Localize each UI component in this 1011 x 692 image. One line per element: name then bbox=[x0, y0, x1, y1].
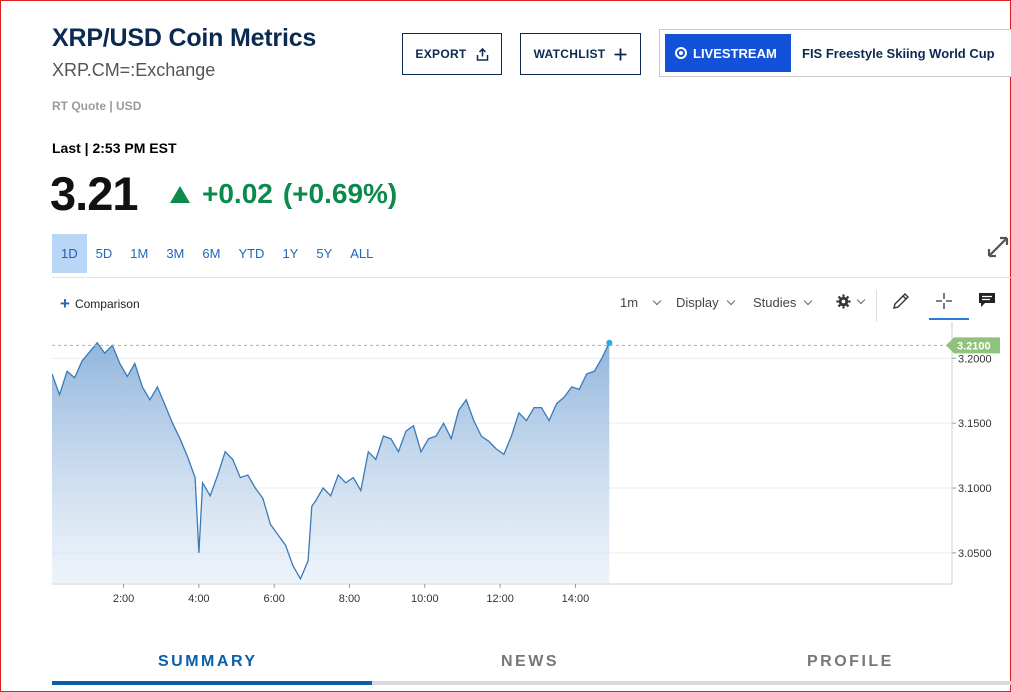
up-arrow-icon bbox=[170, 185, 190, 203]
last-price-tag bbox=[946, 337, 1000, 354]
last-price-tag-label: 3.2100 bbox=[957, 340, 991, 352]
livestream-banner[interactable]: LIVESTREAM FIS Freestyle Skiing World Cu… bbox=[659, 29, 1011, 77]
last-trade-time: Last | 2:53 PM EST bbox=[52, 140, 177, 156]
watchlist-button[interactable]: WATCHLIST bbox=[520, 33, 641, 75]
plus-icon bbox=[614, 48, 627, 60]
chevron-down-icon bbox=[652, 296, 662, 306]
crosshair-icon[interactable] bbox=[935, 292, 953, 310]
studies-label: Studies bbox=[753, 295, 797, 310]
range-5y[interactable]: 5Y bbox=[316, 246, 333, 261]
x-tick-label: 8:00 bbox=[339, 593, 360, 605]
price-area bbox=[52, 342, 610, 584]
rt-quote-label: RT Quote | USD bbox=[52, 99, 142, 113]
chevron-down-icon bbox=[856, 295, 866, 305]
tab-summary[interactable]: SUMMARY bbox=[158, 653, 258, 670]
interval-dropdown[interactable]: 1m bbox=[620, 295, 662, 310]
tab-news[interactable]: NEWS bbox=[501, 653, 559, 670]
display-dropdown[interactable]: Display bbox=[676, 295, 735, 310]
page-title: XRP/USD Coin Metrics bbox=[52, 24, 317, 52]
range-1m[interactable]: 1M bbox=[130, 246, 149, 261]
settings-dropdown[interactable] bbox=[836, 294, 866, 309]
studies-dropdown[interactable]: Studies bbox=[753, 295, 813, 310]
crosshair-active-indicator bbox=[929, 318, 969, 320]
change-percent: (+0.69%) bbox=[282, 178, 398, 209]
chevron-down-icon bbox=[726, 296, 735, 306]
y-tick-label: 3.0500 bbox=[958, 548, 992, 560]
time-range-selector: 1D 5D 1M 3M 6M YTD 1Y 5Y ALL bbox=[52, 234, 382, 273]
price-chart[interactable]: 3.2000 3.1500 3.1000 3.0500 2:00 4:00 6:00 8:00… bbox=[52, 322, 1011, 612]
x-tick-label: 6:00 bbox=[263, 593, 284, 605]
share-icon bbox=[476, 47, 488, 61]
comment-icon[interactable] bbox=[978, 292, 996, 308]
range-ytd[interactable]: YTD bbox=[238, 246, 265, 261]
range-1d[interactable]: 1D bbox=[52, 234, 87, 273]
display-label: Display bbox=[676, 295, 719, 310]
livestream-headline[interactable]: FIS Freestyle Skiing World Cup bbox=[802, 46, 995, 61]
chart-divider bbox=[52, 277, 1011, 278]
tab-profile[interactable]: PROFILE bbox=[807, 653, 894, 670]
toolbar-separator bbox=[876, 290, 877, 322]
y-tick-label: 3.2000 bbox=[958, 353, 992, 365]
export-label: EXPORT bbox=[415, 47, 467, 61]
last-price: 3.21 bbox=[50, 167, 138, 220]
tabs-underline bbox=[52, 681, 1011, 685]
plus-icon: + bbox=[60, 294, 70, 313]
livestream-badge[interactable]: LIVESTREAM bbox=[665, 34, 791, 72]
active-tab-underline bbox=[52, 681, 372, 685]
symbol-subtitle: XRP.CM=:Exchange bbox=[52, 60, 216, 80]
comparison-label: Comparison bbox=[74, 297, 140, 311]
price-change: +0.02 (+0.69%) bbox=[170, 178, 397, 210]
last-price-marker bbox=[606, 339, 613, 346]
pencil-icon[interactable] bbox=[892, 292, 910, 310]
x-tick-label: 10:00 bbox=[411, 593, 439, 605]
chevron-down-icon bbox=[804, 296, 813, 306]
range-5d[interactable]: 5D bbox=[95, 246, 113, 261]
x-tick-label: 2:00 bbox=[113, 593, 134, 605]
comparison-button[interactable]: + Comparison bbox=[60, 294, 140, 313]
watchlist-label: WATCHLIST bbox=[533, 47, 606, 61]
interval-label: 1m bbox=[620, 295, 639, 310]
range-6m[interactable]: 6M bbox=[202, 246, 221, 261]
range-all[interactable]: ALL bbox=[350, 246, 374, 261]
live-dot-icon bbox=[675, 47, 687, 59]
y-tick-label: 3.1500 bbox=[958, 418, 992, 430]
expand-icon[interactable] bbox=[986, 235, 1010, 259]
range-3m[interactable]: 3M bbox=[166, 246, 185, 261]
livestream-badge-label: LIVESTREAM bbox=[693, 45, 777, 61]
price-line bbox=[52, 341, 610, 581]
change-value: +0.02 bbox=[202, 178, 273, 209]
x-tick-label: 4:00 bbox=[188, 593, 209, 605]
export-button[interactable]: EXPORT bbox=[402, 33, 502, 75]
gear-icon bbox=[836, 294, 851, 309]
x-tick-label: 14:00 bbox=[562, 593, 590, 605]
range-1y[interactable]: 1Y bbox=[282, 246, 299, 261]
y-tick-label: 3.1000 bbox=[958, 483, 992, 495]
x-tick-label: 12:00 bbox=[486, 593, 514, 605]
